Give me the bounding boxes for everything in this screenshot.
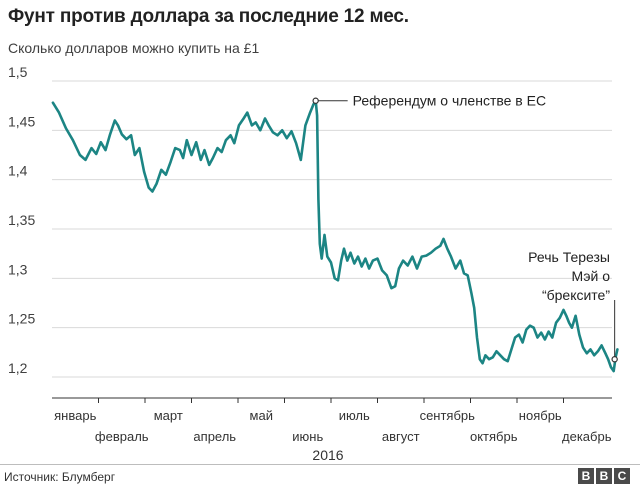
annotation-label: Мэй о xyxy=(572,268,611,284)
x-axis-year-label: 2016 xyxy=(312,447,343,463)
y-tick-label: 1,2 xyxy=(8,360,28,376)
annotation-marker xyxy=(611,356,618,363)
annotation-label: Речь Терезы xyxy=(528,249,610,265)
bbc-logo: B B C xyxy=(578,468,630,484)
footer-divider xyxy=(0,464,640,465)
x-tick-label: июнь xyxy=(292,429,323,444)
y-tick-label: 1,5 xyxy=(8,64,28,80)
y-tick-label: 1,35 xyxy=(8,212,35,228)
x-tick-label: июль xyxy=(339,408,370,423)
annotation-label: “брексите” xyxy=(542,287,610,303)
x-tick-label: август xyxy=(382,429,420,444)
bbc-logo-letter: B xyxy=(596,468,612,484)
x-tick-label: январь xyxy=(54,408,96,423)
y-tick-label: 1,4 xyxy=(8,163,28,179)
x-tick-label: сентябрь xyxy=(420,408,476,423)
bbc-logo-letter: C xyxy=(614,468,630,484)
x-tick-label: декабрь xyxy=(562,429,612,444)
y-tick-label: 1,3 xyxy=(8,261,28,277)
x-tick-label: апрель xyxy=(193,429,236,444)
x-tick-label: октябрь xyxy=(470,429,518,444)
rate-line xyxy=(51,99,619,373)
x-tick-label: февраль xyxy=(95,429,149,444)
chart-subtitle: Сколько долларов можно купить на £1 xyxy=(8,40,260,56)
y-tick-label: 1,25 xyxy=(8,311,35,327)
x-tick-label: ноябрь xyxy=(519,408,562,423)
annotation-marker xyxy=(312,97,319,104)
x-tick-label: май xyxy=(250,408,273,423)
annotation-label: Референдум о членстве в ЕС xyxy=(353,93,546,109)
source-note: Источник: Блумберг xyxy=(4,470,116,484)
chart-title: Фунт против доллара за последние 12 мес. xyxy=(8,6,409,27)
x-tick-label: март xyxy=(154,408,183,423)
bbc-logo-letter: B xyxy=(578,468,594,484)
y-tick-label: 1,45 xyxy=(8,113,35,129)
